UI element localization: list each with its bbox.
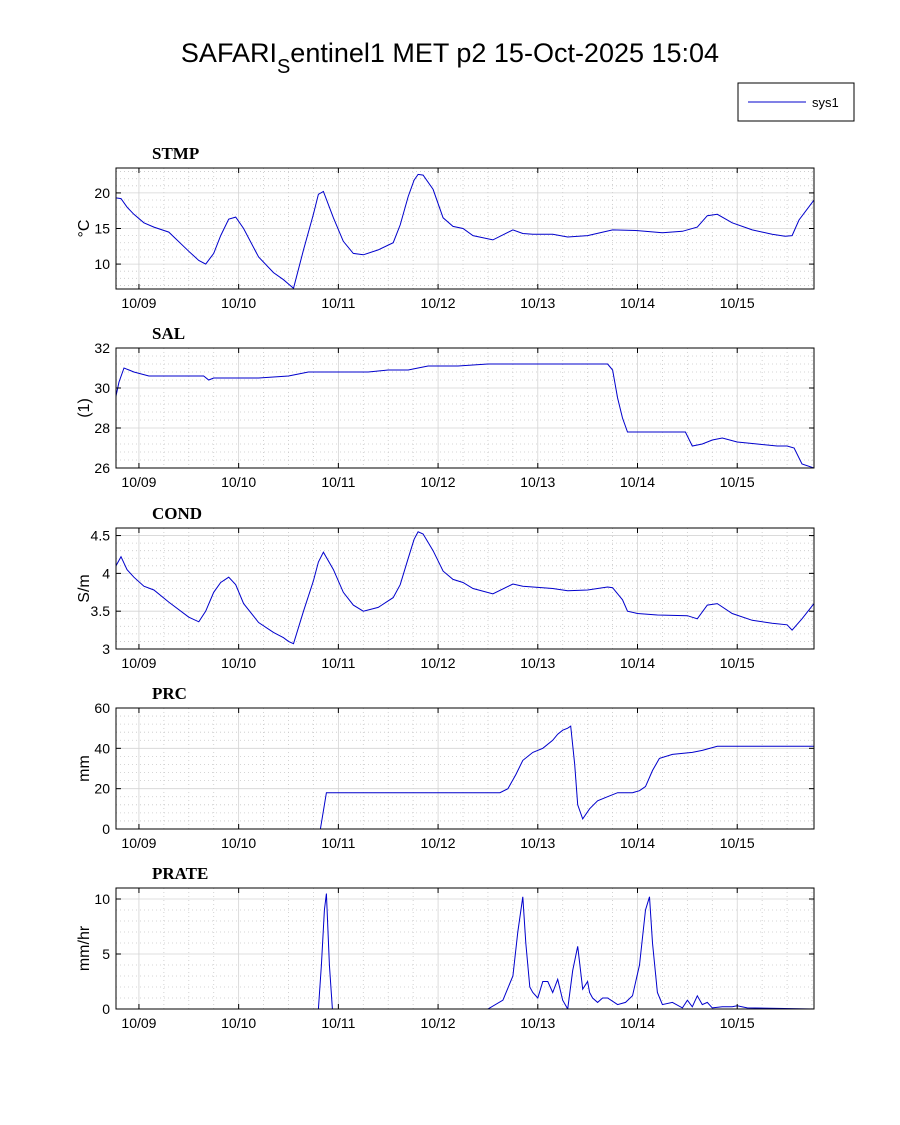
y-tick-label: 15 [94,221,110,237]
x-tick-label: 10/14 [620,295,655,311]
x-tick-label: 10/09 [121,1015,156,1031]
x-tick-label: 10/12 [421,474,456,490]
y-axis-label: (1) [76,398,93,418]
x-tick-label: 10/09 [121,474,156,490]
x-tick-label: 10/13 [520,835,555,851]
series-line-cond [116,531,814,645]
panel-title: STMP [152,144,199,163]
x-tick-label: 10/11 [321,835,355,851]
axes-box [115,707,815,830]
axes-box [115,347,815,469]
y-tick-label: 0 [102,1001,110,1017]
plot-area [116,888,814,1009]
y-tick-label: 20 [94,185,110,201]
panel-prate: 10/09 10/10 10/11 10/12 10/13 10/14 10/15 0 5 10 P… [76,864,815,1031]
grid [116,168,814,289]
y-axis-label: mm/hr [76,925,93,971]
x-tick-label: 10/11 [321,1015,355,1031]
panel-sal: 10/09 10/10 10/11 10/12 10/13 10/14 10/15 26 28 3… [76,324,815,490]
x-tick-label: 10/09 [121,295,156,311]
legend: sys1 [737,82,855,122]
chart-panels: 10/09 10/10 10/11 10/12 10/13 10/14 10/15 10 15 2… [76,144,815,1031]
y-tick-label: 0 [102,821,110,837]
title-suffix: entinel1 MET p2 15-Oct-2025 15:04 [290,38,719,68]
y-tick-label: 32 [94,340,110,356]
y-tick-label: 30 [94,380,110,396]
title-prefix: SAFARI [181,38,277,68]
x-tick-label: 10/15 [720,835,755,851]
y-axis-label: mm [76,755,93,782]
panel-title: COND [152,504,202,523]
x-tick-label: 10/10 [221,295,256,311]
x-tick-label: 10/11 [321,474,355,490]
legend-label: sys1 [812,95,839,110]
x-tick-label: 10/12 [421,1015,456,1031]
x-tick-label: 10/14 [620,835,655,851]
series-line-prc [116,725,814,829]
x-tick-label: 10/13 [520,295,555,311]
x-tick-label: 10/12 [421,835,456,851]
panel-stmp: 10/09 10/10 10/11 10/12 10/13 10/14 10/15 10 15 2… [76,144,815,311]
x-tick-label: 10/09 [121,655,156,671]
series-line-sal [116,363,814,468]
x-tick-label: 10/11 [321,295,355,311]
x-tick-label: 10/14 [620,655,655,671]
x-tick-label: 10/13 [520,474,555,490]
figure-title: SAFARISentinel1 MET p2 15-Oct-2025 15:04 [181,38,719,78]
x-tick-label: 10/09 [121,835,156,851]
panel-cond: 10/09 10/10 10/11 10/12 10/13 10/14 10/15 3 3.5 4… [76,504,815,671]
y-tick-label: 4 [102,565,110,581]
x-tick-label: 10/12 [421,655,456,671]
title-subscript: S [277,56,290,78]
series-line-prate [116,893,814,1009]
panel-prc: 10/09 10/10 10/11 10/12 10/13 10/14 10/15 0 20 40… [76,684,815,851]
x-tick-label: 10/14 [620,1015,655,1031]
x-tick-label: 10/12 [421,295,456,311]
y-tick-label: 10 [94,256,110,272]
axes-box [115,887,815,1010]
y-tick-label: 20 [94,781,110,797]
y-tick-label: 4.5 [91,528,111,544]
x-tick-label: 10/10 [221,474,256,490]
y-tick-label: 26 [94,460,110,476]
plot-area [116,348,814,468]
x-tick-label: 10/13 [520,655,555,671]
grid [116,347,814,469]
x-tick-label: 10/11 [321,655,355,671]
y-tick-label: 3 [102,641,110,657]
y-tick-label: 60 [94,700,110,716]
y-tick-label: 10 [94,891,110,907]
panel-title: PRATE [152,864,208,883]
y-axis-label: S/m [76,574,93,602]
x-tick-label: 10/10 [221,1015,256,1031]
x-tick-label: 10/14 [620,474,655,490]
y-tick-label: 28 [94,420,110,436]
x-tick-label: 10/13 [520,1015,555,1031]
series-line-stmp [116,173,814,289]
x-tick-label: 10/10 [221,655,256,671]
panel-title: PRC [152,684,187,703]
panel-title: SAL [152,324,185,343]
x-tick-label: 10/10 [221,835,256,851]
y-tick-label: 5 [102,946,110,962]
y-axis-label: °C [76,220,93,238]
x-tick-label: 10/15 [720,474,755,490]
x-tick-label: 10/15 [720,655,755,671]
y-tick-label: 3.5 [91,603,111,619]
y-tick-label: 40 [94,740,110,756]
x-tick-label: 10/15 [720,295,755,311]
x-tick-label: 10/15 [720,1015,755,1031]
plot-area [116,708,814,829]
axes-box [115,527,815,650]
